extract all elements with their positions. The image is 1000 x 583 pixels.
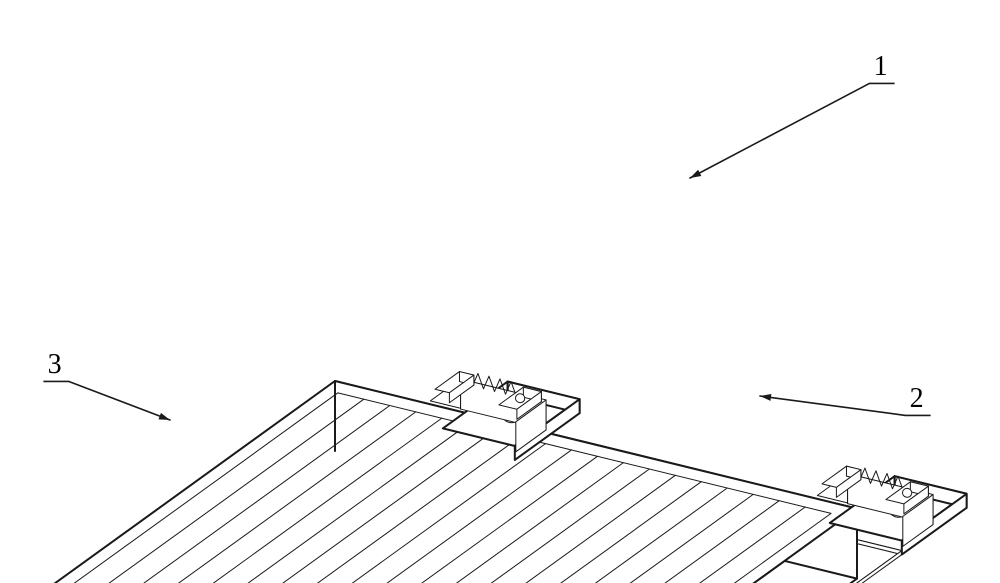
figure-stage: 1 2 3 [0, 0, 1000, 583]
callout-text-3: 3 [48, 349, 62, 380]
callout-text-2: 2 [910, 383, 924, 414]
callout-label-1: 1 [874, 53, 888, 81]
callout-text-1: 1 [874, 51, 888, 82]
technical-drawing [0, 0, 1000, 583]
callout-label-2: 2 [910, 385, 924, 413]
callout-label-3: 3 [48, 351, 62, 379]
